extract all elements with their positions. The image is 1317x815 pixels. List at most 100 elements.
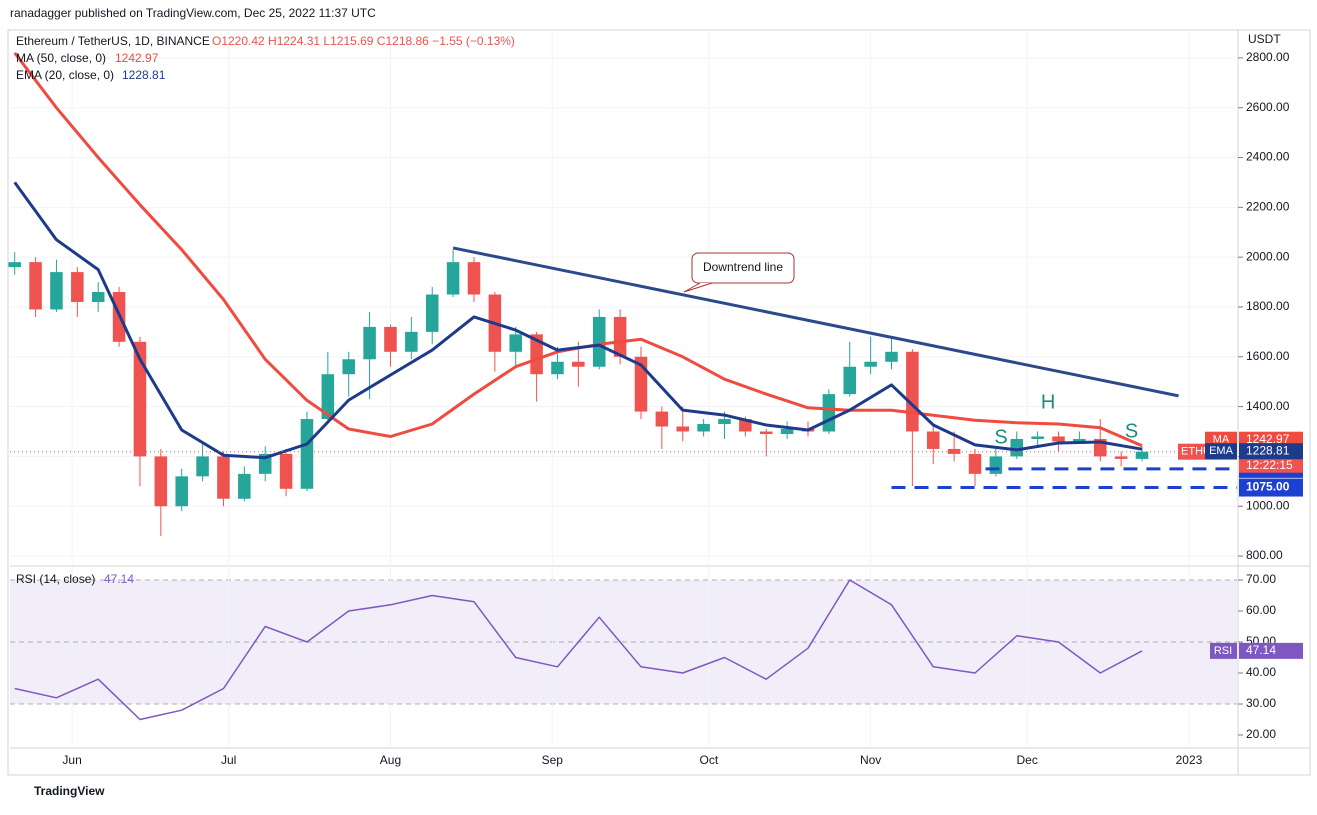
- countdown: 12:22:15: [1246, 458, 1293, 472]
- candle-body: [509, 334, 522, 352]
- legend-title: Ethereum / TetherUS, 1D, BINANCE: [16, 34, 210, 48]
- candle-body: [885, 351, 898, 362]
- rsi-value: 47.14: [1246, 643, 1276, 657]
- legend-name: EMA (20, close, 0): [16, 68, 114, 82]
- indicator-value: 1228.81: [1246, 443, 1290, 457]
- legend-name: MA (50, close, 0): [16, 51, 106, 65]
- legend-value: 1242.97: [115, 51, 159, 65]
- candle-body: [467, 262, 481, 295]
- level-tag: [1239, 478, 1303, 497]
- footer: TradingView: [34, 784, 105, 798]
- rsi-line: [14, 579, 1143, 721]
- x-tick-label: Dec: [1017, 753, 1038, 767]
- candle-body: [238, 473, 251, 499]
- candle-body: [29, 262, 42, 310]
- candle-body: [843, 366, 857, 395]
- candle-body: [133, 341, 147, 457]
- y-axis-label: USDT: [1248, 32, 1281, 46]
- candle-body: [697, 424, 710, 432]
- trendline: [452, 246, 1179, 398]
- y-tick-label: 40.00: [1246, 665, 1276, 679]
- y-tick-label: 20.00: [1246, 727, 1276, 741]
- candle-body: [154, 456, 168, 507]
- y-tick-label: 2200.00: [1246, 200, 1290, 214]
- candle-body: [175, 476, 188, 507]
- candle-body: [780, 429, 794, 434]
- candle-body: [759, 431, 773, 434]
- candle-body: [718, 419, 731, 425]
- candle-body: [300, 419, 314, 489]
- y-tick-label: 1800.00: [1246, 299, 1290, 313]
- candle-body: [968, 453, 982, 474]
- candle-body: [321, 374, 335, 420]
- indicator-tag-name: MA: [1213, 434, 1230, 446]
- candle-body: [1031, 436, 1044, 439]
- y-tick-label: 60.00: [1246, 603, 1276, 617]
- candle-body: [676, 426, 689, 432]
- rsi-legend-name: RSI (14, close): [16, 572, 95, 586]
- candle-body: [906, 351, 919, 432]
- x-tick-label: Nov: [860, 753, 881, 767]
- candle-body: [1010, 438, 1024, 457]
- candle-body: [530, 334, 543, 375]
- candle-body: [446, 262, 460, 295]
- candle-body: [592, 316, 606, 367]
- y-tick-label: 1600.00: [1246, 349, 1290, 363]
- rsi-legend-value: 47.14: [104, 572, 134, 586]
- rsi-tag: [1210, 642, 1237, 659]
- pattern-label: S: [994, 426, 1007, 448]
- candle-body: [196, 456, 209, 477]
- frame: [7, 29, 1311, 776]
- candle-body: [1114, 456, 1128, 459]
- candle-body: [864, 361, 877, 367]
- candle-body: [8, 262, 21, 268]
- y-tick-label: 2800.00: [1246, 50, 1290, 64]
- candle-body: [822, 394, 836, 432]
- indicator-tag-name: EMA: [1209, 445, 1234, 457]
- candle-body: [989, 456, 1003, 474]
- candle-body: [405, 331, 418, 352]
- legend-value: 1228.81: [122, 68, 166, 82]
- candle-body: [1052, 436, 1065, 442]
- x-tick-label: Jul: [221, 753, 236, 767]
- published: ranadagger published on TradingView.com,…: [10, 6, 376, 20]
- legend-ohlc: O1220.42 H1224.31 L1215.69 C1218.86 −1.5…: [212, 34, 515, 48]
- candle-body: [926, 431, 940, 449]
- x-tick-label: Jun: [62, 753, 81, 767]
- y-tick-label: 800.00: [1246, 548, 1283, 562]
- candle-body: [425, 294, 439, 332]
- candle-body: [613, 316, 627, 357]
- indicator-value-box: [1239, 443, 1303, 460]
- candle-body: [551, 361, 564, 375]
- indicator-tag: [1205, 443, 1237, 460]
- candle-body: [279, 453, 293, 489]
- y-tick-label: 70.00: [1246, 572, 1276, 586]
- pattern-label: H: [1041, 391, 1055, 413]
- candle-body: [1135, 451, 1149, 459]
- candle-body: [217, 456, 230, 499]
- rsi-tag-name: RSI: [1214, 645, 1232, 657]
- level-tag-label: 1075.00: [1246, 480, 1290, 494]
- candle-body: [572, 361, 585, 367]
- candle-body: [384, 326, 397, 352]
- callout-text: Downtrend line: [703, 260, 783, 274]
- candle-body: [1073, 438, 1086, 442]
- x-tick-label: Oct: [699, 753, 718, 767]
- candle-body: [655, 411, 669, 427]
- x-tick-label: Sep: [542, 753, 564, 767]
- candle-body: [342, 359, 355, 375]
- callout-box: [691, 252, 795, 284]
- indicator-value: 1242.97: [1246, 432, 1290, 446]
- pattern-label: S: [1125, 420, 1138, 442]
- y-tick-label: 2400.00: [1246, 150, 1290, 164]
- candle-body: [50, 272, 63, 310]
- y-tick-label: 2600.00: [1246, 100, 1290, 114]
- y-tick-label: 30.00: [1246, 696, 1276, 710]
- rsi-value-box: [1239, 642, 1303, 659]
- indicator-line: [13, 181, 1143, 460]
- y-tick-label: 1000.00: [1246, 498, 1290, 512]
- x-tick-label: 2023: [1176, 753, 1203, 767]
- candle-body: [363, 326, 376, 360]
